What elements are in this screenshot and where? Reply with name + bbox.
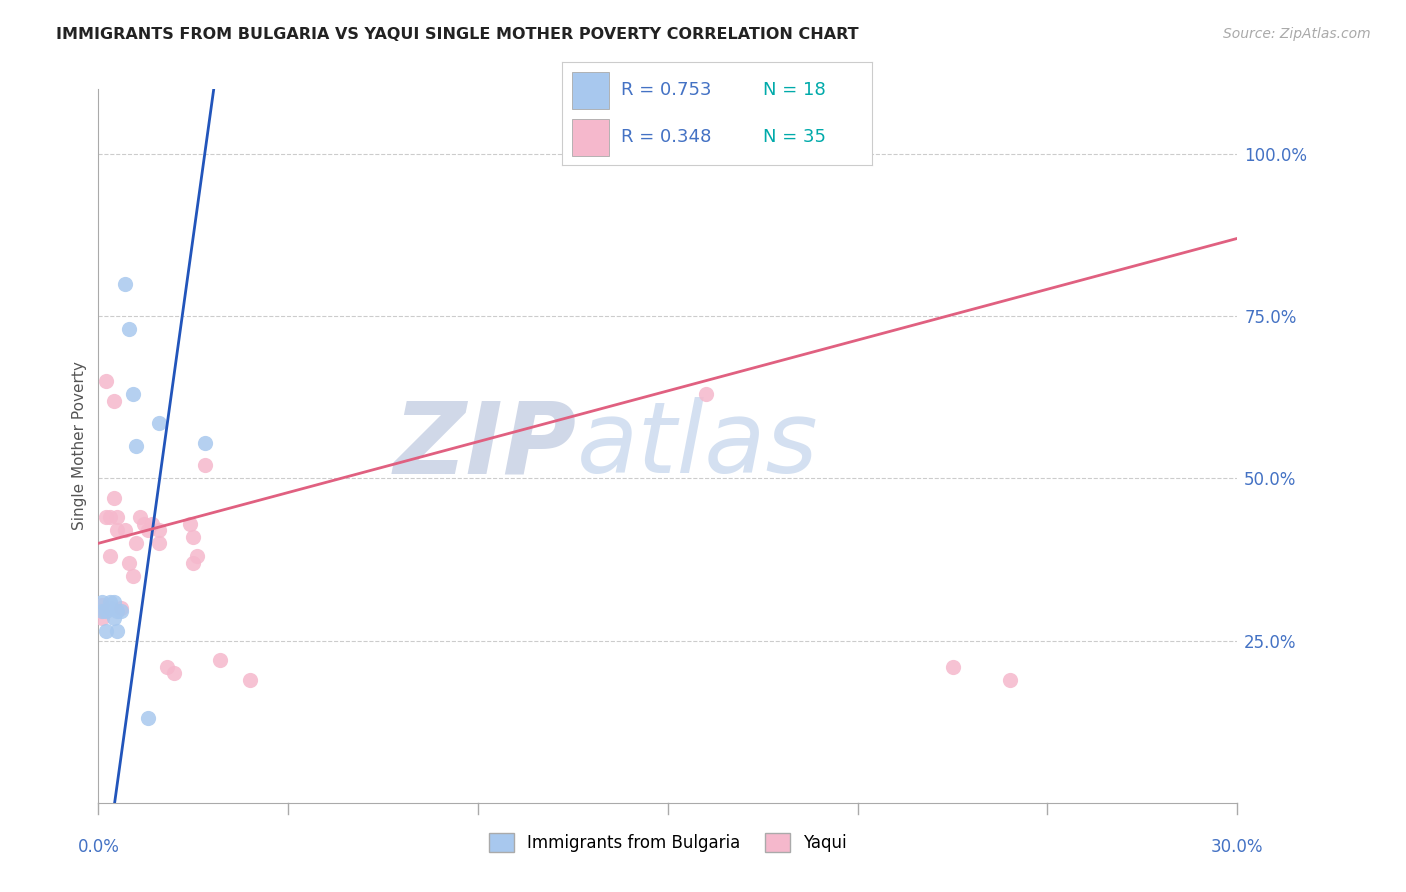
Point <box>942 659 965 673</box>
Point <box>136 711 159 725</box>
Point <box>125 439 148 453</box>
Point <box>114 277 136 291</box>
Point <box>163 666 186 681</box>
Point <box>94 374 117 388</box>
Point <box>91 595 114 609</box>
Point <box>998 673 1021 687</box>
Point <box>121 387 143 401</box>
Text: IMMIGRANTS FROM BULGARIA VS YAQUI SINGLE MOTHER POVERTY CORRELATION CHART: IMMIGRANTS FROM BULGARIA VS YAQUI SINGLE… <box>56 27 859 42</box>
Point <box>121 568 143 582</box>
Point <box>91 604 114 618</box>
Point <box>91 604 114 618</box>
Point <box>103 491 125 505</box>
Point <box>183 556 205 570</box>
Point <box>94 624 117 638</box>
Point <box>107 604 129 618</box>
Point <box>118 322 141 336</box>
Text: R = 0.348: R = 0.348 <box>621 128 711 146</box>
Point <box>107 510 129 524</box>
Point <box>110 604 132 618</box>
Text: ZIP: ZIP <box>394 398 576 494</box>
Point <box>118 556 141 570</box>
Point <box>103 595 125 609</box>
Point <box>103 611 125 625</box>
Text: N = 35: N = 35 <box>763 128 827 146</box>
Point <box>148 536 170 550</box>
Point <box>91 598 114 612</box>
Point <box>98 510 121 524</box>
Point <box>125 536 148 550</box>
Point <box>107 524 129 538</box>
Point <box>103 393 125 408</box>
Point <box>98 549 121 564</box>
Point <box>107 624 129 638</box>
Text: Source: ZipAtlas.com: Source: ZipAtlas.com <box>1223 27 1371 41</box>
Text: atlas: atlas <box>576 398 818 494</box>
Point <box>94 604 117 618</box>
Point <box>91 611 114 625</box>
Point <box>98 601 121 615</box>
Text: R = 0.753: R = 0.753 <box>621 81 711 99</box>
Point <box>141 516 163 531</box>
Point <box>194 435 217 450</box>
Point <box>183 530 205 544</box>
Point <box>194 458 217 473</box>
Point <box>129 510 152 524</box>
Y-axis label: Single Mother Poverty: Single Mother Poverty <box>72 361 87 531</box>
Text: 0.0%: 0.0% <box>77 838 120 856</box>
Point <box>208 653 231 667</box>
Point <box>156 659 179 673</box>
Point <box>98 595 121 609</box>
Text: 30.0%: 30.0% <box>1211 838 1264 856</box>
FancyBboxPatch shape <box>572 71 609 109</box>
Point <box>94 510 117 524</box>
Legend: Immigrants from Bulgaria, Yaqui: Immigrants from Bulgaria, Yaqui <box>482 826 853 859</box>
Point <box>148 417 170 431</box>
FancyBboxPatch shape <box>572 119 609 156</box>
Point <box>110 601 132 615</box>
Text: N = 18: N = 18 <box>763 81 827 99</box>
Point <box>89 604 111 618</box>
Point <box>186 549 208 564</box>
Point <box>114 524 136 538</box>
Point <box>239 673 262 687</box>
Point <box>179 516 201 531</box>
Point <box>136 524 159 538</box>
Point <box>695 387 717 401</box>
Point <box>132 516 155 531</box>
Point <box>148 524 170 538</box>
